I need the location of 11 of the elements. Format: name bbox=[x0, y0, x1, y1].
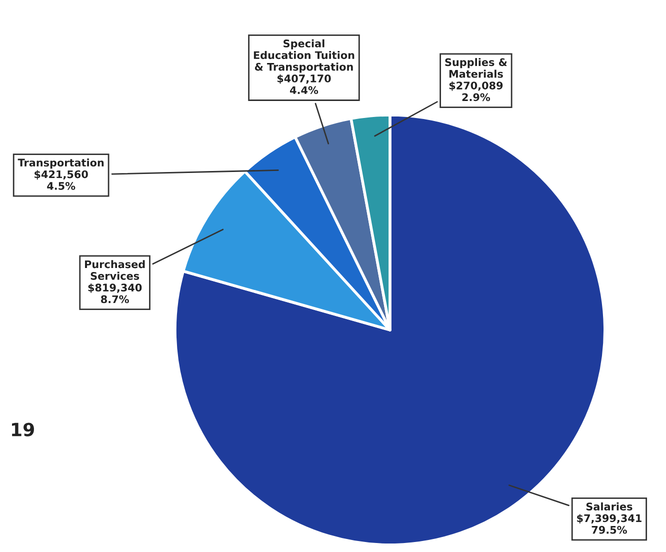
slice-label: Supplies & Materials bbox=[445, 58, 507, 78]
data-label: $407,170 4.4% bbox=[277, 74, 331, 94]
data-label: $421,560 4.5% bbox=[34, 170, 88, 190]
text: 19 bbox=[12, 422, 34, 436]
slice-label: Special Education Tuition & Transportation bbox=[254, 39, 354, 73]
data-label: $7,399,341 79.5% bbox=[577, 514, 642, 534]
slice-label: Salaries bbox=[586, 502, 632, 510]
slice-label: Transportation bbox=[18, 158, 104, 169]
data-label: $270,089 2.9% bbox=[449, 81, 503, 102]
slice-label: Purchased Services bbox=[85, 260, 145, 280]
data-label: $819,340 8.7% bbox=[88, 283, 142, 304]
